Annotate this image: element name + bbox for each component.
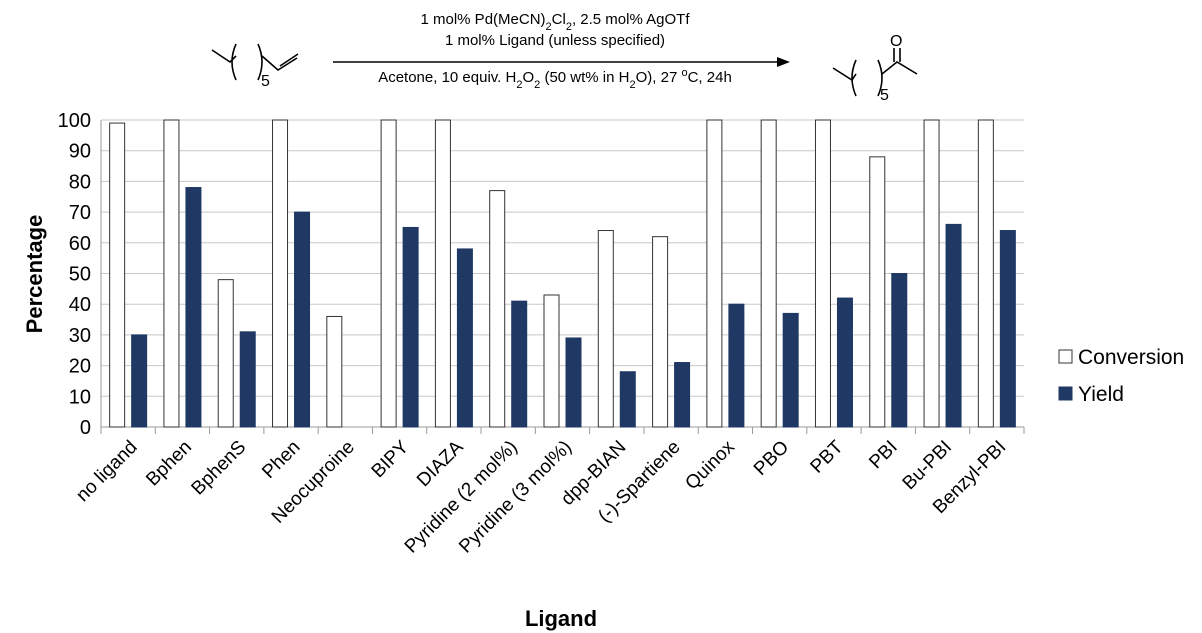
conversion-bar	[597, 230, 614, 428]
x-tick-label: BIPY	[368, 436, 414, 482]
yield-bar	[619, 371, 636, 428]
x-tick-label: no ligand	[72, 437, 141, 506]
x-tick-label: PBT	[807, 436, 848, 477]
x-tick-label: Quinox	[681, 436, 739, 494]
y-tick-label: 0	[80, 417, 91, 439]
y-tick-label: 30	[69, 325, 91, 347]
yield-bar	[999, 230, 1016, 428]
conversion-bar	[326, 315, 343, 428]
conversion-bar	[489, 190, 506, 428]
y-tick-label: 80	[69, 171, 91, 193]
x-axis-title: Ligand	[525, 606, 597, 631]
conversion-bar	[434, 119, 451, 428]
conversion-bar	[380, 119, 397, 428]
conversion-bar	[977, 119, 994, 428]
conversion-bar	[109, 122, 126, 428]
yield-bar	[945, 223, 962, 428]
yield-bar	[294, 211, 311, 428]
x-tick-label: Phen	[258, 437, 304, 483]
reactant-structure	[211, 43, 299, 81]
yield-bar	[836, 297, 853, 428]
conversion-bar	[923, 119, 940, 428]
x-tick-label: PBO	[750, 437, 793, 480]
conditions-line-3: Acetone, 10 equiv. H2O2 (50 wt% in H2O),…	[378, 67, 732, 91]
yield-bar	[402, 226, 419, 428]
product-subscript: 5	[880, 87, 889, 104]
legend-label: Yield	[1078, 383, 1124, 406]
y-tick-label: 50	[69, 264, 91, 286]
y-tick-labels: 0 10 20 30 40 50 60 70 80 90 100	[58, 110, 91, 439]
conversion-bar	[814, 119, 831, 428]
y-axis-title: Percentage	[22, 215, 47, 334]
bar-chart: 0 10 20 30 40 50 60 70 80 90 100 no ligand BphenBph…	[22, 110, 1184, 631]
conversion-bar	[869, 156, 886, 428]
legend-label: Conversion	[1078, 346, 1184, 369]
y-tick-label: 10	[69, 386, 91, 408]
conversion-bar	[543, 294, 560, 428]
legend-swatch	[1058, 349, 1073, 364]
x-tick-label: PBI	[865, 437, 902, 474]
gridlines	[100, 119, 1025, 434]
conversion-bar	[163, 119, 180, 428]
reactant-subscript: 5	[261, 73, 270, 90]
y-tick-label: 40	[69, 294, 91, 316]
y-tick-label: 20	[69, 356, 91, 378]
yield-bar	[565, 337, 582, 428]
yield-bar	[456, 248, 473, 428]
reaction-arrow	[333, 57, 790, 67]
yield-bar	[511, 300, 528, 428]
conditions-line-1: 1 mol% Pd(MeCN)2Cl2, 2.5 mol% AgOTf	[421, 11, 691, 33]
product-structure	[832, 48, 918, 97]
conversion-bar	[760, 119, 777, 428]
y-tick-label: 70	[69, 202, 91, 224]
x-tick-label: BphenS	[188, 437, 251, 500]
yield-bar	[674, 362, 691, 428]
legend: Conversion Yield	[1058, 346, 1184, 406]
conditions-line-2: 1 mol% Ligand (unless specified)	[445, 32, 665, 49]
yield-bar	[239, 331, 256, 428]
x-tick-label: Bphen	[142, 437, 196, 491]
y-tick-label: 90	[69, 141, 91, 163]
bars	[109, 119, 1016, 428]
yield-bar	[131, 334, 148, 428]
conversion-bar	[217, 279, 234, 428]
yield-bar	[185, 187, 202, 428]
y-tick-label: 60	[69, 233, 91, 255]
y-tick-label: 100	[58, 110, 91, 132]
yield-bar	[728, 303, 745, 428]
conversion-bar	[652, 236, 669, 428]
yield-bar	[782, 312, 799, 428]
yield-bar	[891, 273, 908, 428]
product-oxygen: O	[890, 33, 902, 50]
reaction-scheme: 5 1 mol% Pd(MeCN)2Cl2, 2.5 mol% AgOTf 1 …	[211, 11, 918, 104]
legend-swatch	[1058, 386, 1073, 401]
conversion-bar	[706, 119, 723, 428]
conversion-bar	[272, 119, 289, 428]
